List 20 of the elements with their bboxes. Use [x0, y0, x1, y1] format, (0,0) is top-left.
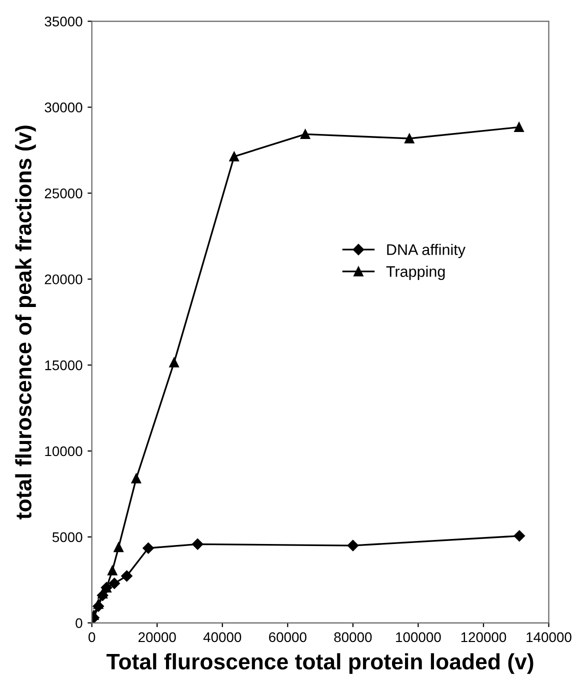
x-tick-label: 120000 — [461, 632, 506, 642]
y-tick-label: 10000 — [45, 446, 82, 456]
legend-label: DNA affinity — [387, 244, 466, 258]
y-tick-label: 35000 — [44, 16, 82, 26]
y-tick-label: 20000 — [44, 274, 82, 284]
y-tick-label: 25000 — [44, 188, 82, 198]
y-tick-label: 5000 — [52, 532, 82, 542]
y-axis-title: total fluroscence of peak fractions (v) — [15, 126, 36, 520]
y-tick-label: 30000 — [44, 102, 82, 112]
x-tick-label: 80000 — [334, 632, 372, 642]
x-axis-title: Total fluroscence total protein loaded (v) — [106, 653, 534, 674]
x-tick-label: 60000 — [269, 632, 306, 642]
legend-label: Trapping — [386, 266, 445, 280]
x-tick-label: 40000 — [203, 632, 242, 642]
x-tick-label: 140000 — [526, 632, 572, 642]
x-tick-label: 0 — [88, 632, 96, 642]
y-tick-label: 0 — [76, 618, 82, 628]
x-tick-label: 100000 — [396, 632, 441, 642]
y-tick-label: 15000 — [45, 360, 82, 370]
x-tick-label: 20000 — [138, 632, 176, 642]
